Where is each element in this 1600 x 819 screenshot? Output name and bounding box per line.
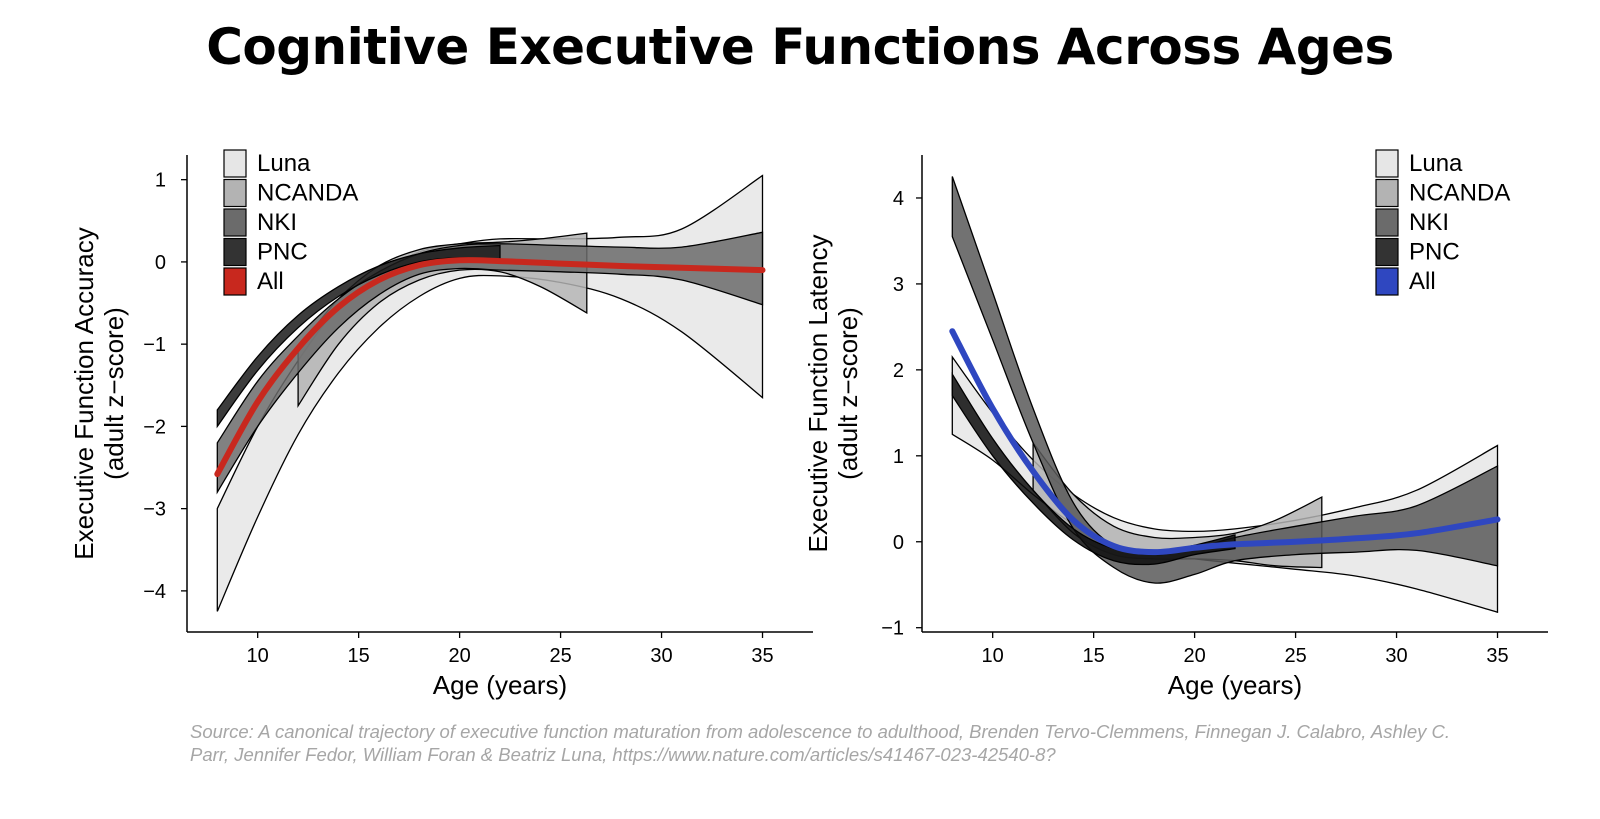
y-tick-label: 1 (893, 446, 904, 468)
legend-label-pnc: PNC (257, 239, 308, 266)
y-tick-label: −3 (143, 499, 166, 521)
legend-swatch-pnc (223, 237, 247, 267)
x-tick-label: 35 (751, 645, 773, 667)
legend-label-all: All (1409, 268, 1436, 295)
x-axis-label: Age (years) (1168, 670, 1302, 700)
legend-label-all: All (257, 268, 284, 295)
y-tick-label: 4 (893, 188, 904, 210)
band-nki (951, 176, 1499, 584)
legend-label-ncanda: NCANDA (1409, 180, 1510, 207)
legend-swatch-luna (223, 149, 247, 178)
series-line-all (949, 328, 1501, 556)
x-tick-label: 10 (247, 645, 269, 667)
x-tick-label: 30 (1385, 645, 1407, 667)
y-axis-label: Executive Function Latency(adult z−score… (803, 235, 863, 553)
y-axis-label: Executive Function Accuracy(adult z−scor… (69, 227, 129, 559)
y-tick-label: 0 (155, 252, 166, 274)
page-title: Cognitive Executive Functions Across Age… (206, 18, 1394, 76)
legend-label-pnc: PNC (1409, 239, 1460, 266)
y-tick-label: −4 (143, 581, 166, 603)
y-tick-label: 2 (893, 360, 904, 382)
legend-swatch-ncanda (223, 178, 247, 208)
legend-label-ncanda: NCANDA (257, 180, 358, 207)
x-axis-label: Age (years) (433, 670, 567, 700)
legend-label-nki: NKI (1409, 209, 1449, 236)
y-tick-label: 3 (893, 274, 904, 296)
legend-swatch-luna (1375, 149, 1399, 178)
x-tick-label: 20 (1183, 645, 1205, 667)
y-tick-label: −1 (143, 334, 166, 356)
y-tick-label: 0 (893, 532, 904, 554)
series-line-all (214, 257, 766, 478)
x-tick-label: 20 (448, 645, 470, 667)
y-tick-label: −1 (881, 618, 904, 640)
legend-swatch-nki (1375, 208, 1399, 237)
legend-swatch-pnc (1375, 237, 1399, 267)
legend-label-luna: Luna (257, 150, 311, 177)
legend-swatch-ncanda (1375, 178, 1399, 208)
legend-swatch-all (1375, 267, 1399, 296)
legend-label-nki: NKI (257, 209, 297, 236)
source-citation: Source: A canonical trajectory of execut… (190, 721, 1451, 765)
y-tick-label: −2 (143, 416, 166, 438)
legend-swatch-all (223, 267, 247, 296)
legend-swatch-nki (223, 208, 247, 237)
x-tick-label: 25 (1284, 645, 1306, 667)
x-tick-label: 30 (650, 645, 672, 667)
x-tick-label: 15 (1083, 645, 1105, 667)
x-tick-label: 10 (982, 645, 1004, 667)
y-tick-label: 1 (155, 170, 166, 192)
x-tick-label: 15 (348, 645, 370, 667)
x-tick-label: 25 (549, 645, 571, 667)
x-tick-label: 35 (1486, 645, 1508, 667)
legend-label-luna: Luna (1409, 150, 1463, 177)
